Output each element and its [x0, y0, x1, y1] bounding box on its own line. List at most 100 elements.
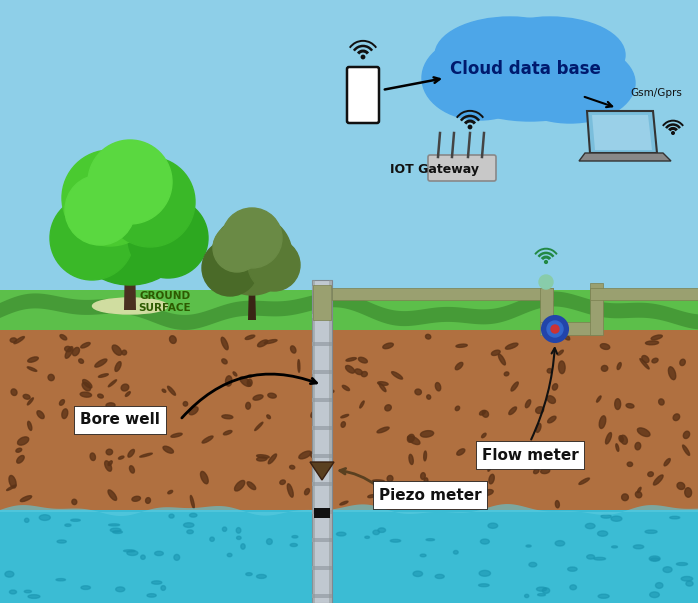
- Ellipse shape: [236, 528, 241, 533]
- Ellipse shape: [670, 516, 680, 519]
- Ellipse shape: [526, 545, 531, 547]
- Circle shape: [362, 55, 364, 58]
- Ellipse shape: [122, 350, 126, 355]
- Circle shape: [65, 175, 135, 245]
- Ellipse shape: [27, 398, 34, 405]
- Ellipse shape: [567, 567, 577, 571]
- Polygon shape: [312, 454, 332, 458]
- Text: Gsm/Gprs: Gsm/Gprs: [630, 88, 682, 98]
- Polygon shape: [312, 510, 332, 514]
- Ellipse shape: [456, 449, 465, 455]
- Polygon shape: [0, 291, 698, 330]
- Ellipse shape: [98, 374, 108, 377]
- Ellipse shape: [677, 482, 685, 490]
- Ellipse shape: [174, 554, 179, 560]
- Ellipse shape: [482, 490, 493, 496]
- Ellipse shape: [341, 414, 348, 418]
- Ellipse shape: [109, 524, 119, 526]
- Ellipse shape: [108, 490, 117, 500]
- Ellipse shape: [500, 455, 505, 459]
- Ellipse shape: [533, 469, 539, 474]
- Polygon shape: [312, 594, 332, 598]
- Ellipse shape: [288, 484, 293, 497]
- Ellipse shape: [127, 551, 138, 555]
- Ellipse shape: [311, 452, 317, 458]
- Ellipse shape: [241, 544, 245, 549]
- Ellipse shape: [60, 335, 67, 340]
- Ellipse shape: [650, 592, 660, 598]
- Ellipse shape: [635, 443, 641, 450]
- Circle shape: [547, 321, 563, 337]
- Polygon shape: [312, 538, 332, 542]
- Ellipse shape: [81, 586, 91, 590]
- Polygon shape: [314, 508, 330, 518]
- Ellipse shape: [637, 487, 641, 493]
- Ellipse shape: [317, 396, 320, 403]
- Text: Piezo meter: Piezo meter: [379, 487, 482, 502]
- Ellipse shape: [480, 411, 485, 415]
- Ellipse shape: [542, 588, 550, 593]
- Ellipse shape: [108, 461, 112, 466]
- Ellipse shape: [651, 558, 660, 561]
- Ellipse shape: [95, 359, 107, 367]
- Ellipse shape: [669, 367, 676, 380]
- Ellipse shape: [146, 497, 151, 504]
- Ellipse shape: [318, 334, 323, 343]
- Ellipse shape: [422, 36, 538, 120]
- Ellipse shape: [245, 335, 255, 339]
- Ellipse shape: [70, 519, 80, 522]
- Ellipse shape: [171, 433, 182, 437]
- Ellipse shape: [98, 394, 103, 398]
- Ellipse shape: [80, 392, 91, 397]
- Ellipse shape: [455, 406, 459, 411]
- Ellipse shape: [558, 350, 563, 355]
- Ellipse shape: [112, 345, 121, 355]
- Polygon shape: [312, 286, 332, 290]
- Ellipse shape: [228, 554, 232, 557]
- Ellipse shape: [56, 578, 66, 581]
- Ellipse shape: [257, 455, 269, 458]
- Ellipse shape: [368, 494, 375, 497]
- Circle shape: [50, 196, 134, 280]
- Ellipse shape: [413, 571, 422, 576]
- Ellipse shape: [190, 513, 197, 517]
- Ellipse shape: [365, 536, 369, 538]
- Ellipse shape: [37, 411, 44, 418]
- Ellipse shape: [140, 453, 152, 457]
- Polygon shape: [312, 398, 332, 402]
- Ellipse shape: [126, 392, 131, 396]
- Circle shape: [128, 198, 208, 278]
- Ellipse shape: [426, 395, 431, 399]
- Ellipse shape: [116, 587, 125, 592]
- Ellipse shape: [526, 400, 530, 408]
- Ellipse shape: [132, 496, 140, 501]
- Ellipse shape: [169, 514, 174, 518]
- Polygon shape: [312, 314, 332, 318]
- Ellipse shape: [611, 546, 618, 548]
- Ellipse shape: [392, 371, 403, 379]
- Circle shape: [88, 140, 172, 224]
- Ellipse shape: [16, 448, 22, 452]
- Ellipse shape: [168, 490, 172, 494]
- Ellipse shape: [653, 475, 663, 485]
- Polygon shape: [540, 322, 600, 335]
- Ellipse shape: [558, 450, 564, 456]
- Ellipse shape: [155, 551, 163, 555]
- Ellipse shape: [605, 432, 611, 444]
- Ellipse shape: [475, 17, 625, 93]
- Ellipse shape: [436, 382, 440, 391]
- Ellipse shape: [529, 563, 537, 567]
- Ellipse shape: [113, 531, 122, 534]
- Ellipse shape: [456, 344, 467, 347]
- Ellipse shape: [28, 357, 38, 362]
- Ellipse shape: [105, 461, 112, 471]
- Ellipse shape: [511, 382, 519, 391]
- Ellipse shape: [424, 451, 426, 461]
- Ellipse shape: [17, 455, 24, 463]
- Polygon shape: [312, 566, 332, 570]
- Ellipse shape: [5, 571, 14, 577]
- Ellipse shape: [619, 435, 623, 442]
- Ellipse shape: [597, 396, 601, 402]
- Ellipse shape: [168, 387, 175, 395]
- Ellipse shape: [655, 582, 663, 589]
